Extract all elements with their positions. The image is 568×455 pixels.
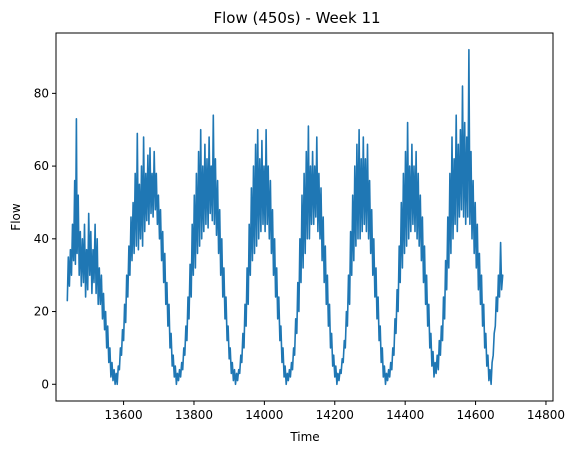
plot-area: 13600 13800 14000 14200 14400 14600 14800 0 20 4… [34, 32, 565, 422]
x-tick-label: 14000 [245, 408, 283, 422]
x-tick-label: 14400 [386, 408, 424, 422]
x-tick-label: 14600 [456, 408, 494, 422]
y-tick-label: 0 [41, 377, 49, 391]
flow-series-line [66, 48, 504, 386]
y-tick-label: 80 [34, 86, 49, 100]
x-tick-label: 14200 [316, 408, 354, 422]
x-tick-label: 14800 [527, 408, 565, 422]
series-group [66, 48, 504, 386]
x-tick-label: 13600 [104, 408, 142, 422]
x-tick-label: 13800 [175, 408, 213, 422]
x-axis-label: Time [289, 430, 319, 444]
y-axis-label: Flow [9, 203, 23, 231]
axes-frame [55, 32, 554, 402]
y-axis-ticks: 0 20 40 60 80 [34, 86, 56, 391]
y-tick-label: 40 [34, 232, 49, 246]
chart-title: Flow (450s) - Week 11 [213, 9, 380, 27]
y-tick-label: 20 [34, 305, 49, 319]
x-axis-ticks: 13600 13800 14000 14200 14400 14600 14800 [104, 401, 565, 422]
y-tick-label: 60 [34, 159, 49, 173]
